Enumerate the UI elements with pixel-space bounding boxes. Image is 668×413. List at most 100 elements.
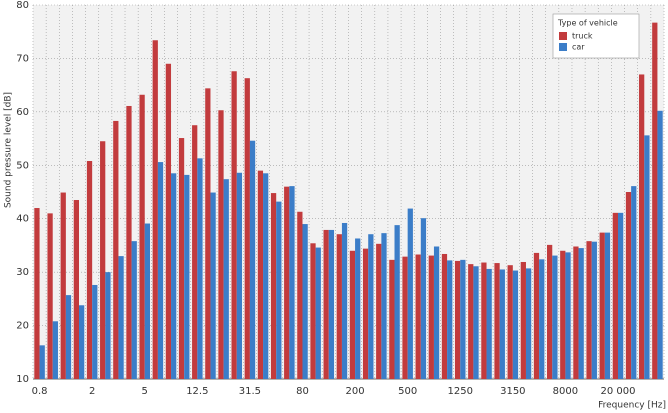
bar: [244, 78, 250, 379]
y-tick-label: 20: [16, 321, 29, 332]
bar: [381, 233, 387, 379]
bar: [34, 208, 40, 379]
bar: [578, 248, 584, 379]
bar: [573, 246, 579, 379]
bar: [494, 263, 500, 379]
bar: [152, 40, 158, 380]
bar: [652, 22, 658, 379]
bar: [144, 223, 150, 379]
bar: [52, 321, 58, 379]
bar: [565, 252, 571, 379]
bar: [231, 71, 237, 379]
x-tick-label: 2: [89, 386, 95, 397]
y-axis-label: Sound pressure level [dB]: [4, 92, 14, 208]
y-tick-label: 70: [16, 53, 29, 64]
bar: [599, 232, 605, 379]
bar: [171, 173, 177, 379]
x-tick-label: 12.5: [186, 386, 208, 397]
x-tick-label: 20 000: [600, 386, 635, 397]
bar: [270, 193, 277, 379]
bar: [520, 261, 526, 379]
bar: [552, 255, 558, 379]
legend-label: car: [572, 43, 585, 52]
bar: [349, 250, 356, 379]
bar: [539, 259, 545, 379]
bar: [79, 305, 85, 379]
y-tick-label: 80: [16, 0, 29, 11]
bar: [65, 295, 72, 379]
bar: [205, 88, 211, 379]
x-tick-label: 8000: [553, 386, 578, 397]
bar: [625, 192, 632, 379]
bar: [131, 241, 137, 379]
bar: [512, 270, 519, 379]
bar: [197, 158, 203, 379]
legend-swatch: [559, 43, 567, 51]
bar: [47, 213, 53, 379]
bar: [323, 229, 329, 379]
bar: [454, 260, 461, 379]
bar: [165, 63, 172, 380]
bar: [139, 94, 145, 379]
y-tick-label: 10: [16, 374, 29, 385]
legend-swatch: [559, 32, 567, 40]
bar: [473, 266, 479, 379]
x-tick-label: 200: [346, 386, 365, 397]
bar: [113, 120, 119, 379]
bar: [612, 212, 618, 379]
bar: [105, 272, 111, 379]
bar: [389, 259, 395, 379]
bar: [86, 161, 93, 379]
y-tick-label: 40: [16, 214, 29, 225]
x-axis-label: Frequency [Hz]: [598, 401, 666, 411]
bar: [302, 224, 308, 379]
bar: [284, 186, 290, 379]
legend-label: truck: [572, 32, 593, 41]
bar: [178, 138, 185, 379]
bar: [223, 179, 229, 379]
bar: [355, 238, 361, 379]
bar: [315, 247, 321, 379]
bar: [210, 192, 216, 379]
bar: [276, 201, 282, 379]
bar: [297, 211, 303, 379]
bar: [60, 192, 66, 379]
x-tick-label: 500: [398, 386, 417, 397]
bar: [507, 265, 513, 379]
bar: [525, 268, 532, 379]
legend-title: Type of vehicle: [557, 19, 618, 28]
bar: [394, 225, 400, 379]
bar: [415, 254, 421, 379]
bar: [336, 234, 342, 379]
bar: [657, 110, 663, 379]
bar: [263, 173, 269, 379]
bar: [533, 252, 540, 379]
x-tick-label: 0.8: [32, 386, 48, 397]
bar: [407, 208, 413, 379]
x-tick-label: 1250: [448, 386, 473, 397]
bar: [192, 125, 198, 379]
bar: [73, 200, 80, 379]
bar: [617, 212, 624, 379]
x-tick-label: 80: [296, 386, 309, 397]
bar: [433, 246, 440, 379]
bar: [310, 243, 316, 379]
bar: [460, 259, 466, 379]
y-tick-label: 60: [16, 107, 29, 118]
x-tick-label: 5: [142, 386, 148, 397]
y-tick-label: 50: [16, 160, 29, 171]
bar: [249, 140, 256, 379]
bar: [92, 284, 98, 379]
bar: [376, 243, 382, 379]
bar: [499, 269, 505, 379]
bar: [560, 250, 566, 379]
bar: [428, 255, 434, 379]
x-tick-label: 3150: [500, 386, 525, 397]
bar: [468, 264, 474, 379]
bar: [644, 135, 650, 379]
bar: [218, 110, 224, 380]
bar: [639, 74, 645, 379]
bar: [591, 241, 597, 379]
bar: [368, 234, 374, 379]
